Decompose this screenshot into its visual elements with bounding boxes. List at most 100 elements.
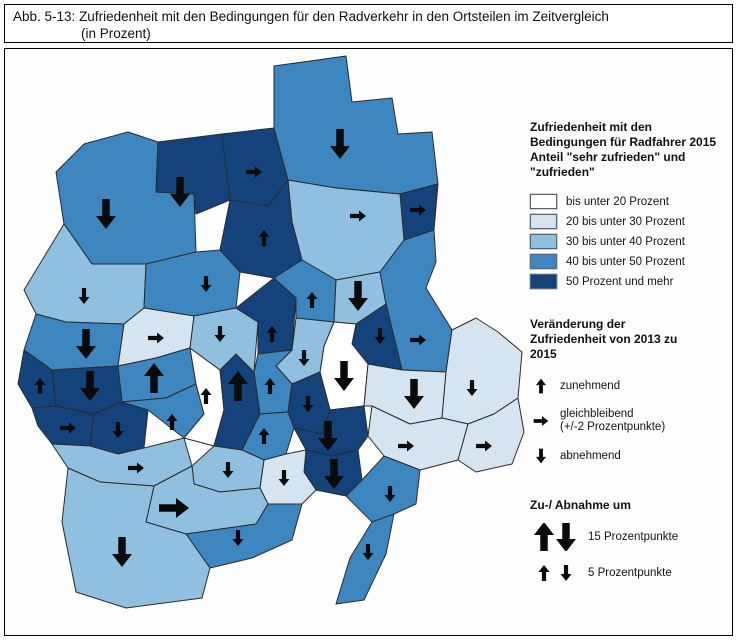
legend-change-title: Veränderung der Zufriedenheit von 2013 zu… — [530, 317, 678, 361]
trend-arrow-right-icon — [533, 415, 549, 427]
legend-change-label: zunehmend — [560, 379, 621, 392]
legend-change-items: zunehmend gleichbleibend (+/-2 Prozentpunk… — [530, 374, 732, 468]
district-shape-s7 — [185, 503, 303, 569]
trend-arrow-down-icon — [374, 328, 386, 344]
arrow-down-icon — [535, 448, 547, 464]
trend-arrow-up-icon — [538, 565, 550, 581]
trend-arrow-right-icon — [128, 462, 144, 474]
legend-magnitude-items: 15 Prozentpunkte 5 Prozentpunkte — [530, 523, 732, 587]
trend-arrow-up-icon — [144, 363, 164, 393]
district-map — [17, 55, 525, 609]
arrow-right-icon — [533, 415, 549, 427]
trend-arrow-down-icon — [112, 537, 132, 567]
trend-arrow-up-icon — [258, 428, 270, 444]
trend-arrow-down-icon — [78, 288, 90, 304]
trend-arrow-up-icon — [264, 378, 276, 394]
legend-magnitude-title: Zu-/ Abnahme um — [530, 498, 631, 512]
trend-arrow-down-icon — [330, 129, 350, 159]
trend-arrow-right-icon — [398, 440, 414, 452]
trend-arrow-down-icon — [334, 361, 354, 391]
trend-arrow-down-icon — [535, 448, 547, 464]
district-shape-s8 — [61, 467, 211, 609]
trend-arrow-down-icon — [222, 462, 234, 478]
legend-magnitude-label: 5 Prozentpunkte — [588, 567, 672, 579]
legend-class-list: bis unter 20 Prozent 20 bis unter 30 Proz… — [530, 194, 732, 289]
legend-change-label: abnehmend — [560, 449, 621, 462]
trend-arrow-up-icon — [228, 371, 248, 401]
trend-arrow-right-icon — [476, 440, 492, 452]
trend-arrow-down-icon — [76, 329, 96, 359]
legend-class-row-4: 50 Prozent und mehr — [530, 274, 732, 289]
legend-class-label: 40 bis unter 50 Prozent — [566, 255, 685, 268]
trend-arrow-right-icon — [148, 332, 164, 344]
trend-arrow-right-icon — [246, 166, 262, 178]
legend-class-label: 30 bis unter 40 Prozent — [566, 235, 685, 248]
district-shape-e4 — [457, 397, 525, 473]
trend-arrow-right-icon — [350, 210, 366, 222]
caption-line-1: Abb. 5-13: Zufriedenheit mit den Bedingu… — [13, 8, 724, 25]
arrow-up-down-pair-icon — [534, 523, 576, 551]
legend-magnitude-label: 15 Prozentpunkte — [588, 531, 679, 543]
trend-arrow-down-icon — [560, 565, 572, 581]
trend-arrow-down-icon — [278, 470, 290, 486]
arrow-up-icon — [535, 378, 547, 394]
trend-arrow-right-icon — [410, 334, 426, 346]
trend-arrow-down-icon — [556, 523, 576, 551]
trend-arrow-down-icon — [170, 177, 190, 207]
legend-class-row-0: bis unter 20 Prozent — [530, 194, 732, 209]
legend-change-block: Veränderung der Zufriedenheit von 2013 zu… — [530, 317, 732, 468]
trend-arrow-down-icon — [214, 326, 226, 342]
trend-arrow-down-icon — [384, 486, 396, 502]
legend-magnitude-row-0: 15 Prozentpunkte — [530, 523, 732, 551]
trend-arrow-down-icon — [324, 459, 344, 489]
legend-class-swatch-icon — [530, 214, 557, 229]
trend-arrow-down-icon — [298, 350, 310, 366]
trend-arrow-down-icon — [348, 281, 368, 311]
trend-arrow-down-icon — [96, 199, 116, 229]
trend-arrow-up-icon — [200, 388, 212, 404]
trend-arrow-up-icon — [34, 378, 46, 394]
trend-arrow-up-icon — [266, 326, 278, 342]
trend-arrow-up-icon — [535, 378, 547, 394]
legend-class-swatch-icon — [530, 254, 557, 269]
trend-arrow-down-icon — [302, 396, 314, 412]
legend-magnitude-row-1: 5 Prozentpunkte — [530, 559, 732, 587]
legend-satisfaction-title: Zufriedenheit mit den Bedingungen für Rad… — [530, 120, 717, 179]
legend-change-row-up: zunehmend — [530, 374, 732, 398]
district-shape-n4 — [273, 55, 439, 195]
legend-class-label: 50 Prozent und mehr — [566, 275, 674, 288]
legend-class-swatch-icon — [530, 234, 557, 249]
legend-magnitude-block: Zu-/ Abnahme um 15 Prozentpunkte 5 Prozen… — [530, 498, 732, 587]
legend-class-row-3: 40 bis unter 50 Prozent — [530, 254, 732, 269]
legend-class-label: bis unter 20 Prozent — [566, 195, 669, 208]
legend-change-row-down: abnehmend — [530, 444, 732, 468]
trend-arrow-up-icon — [166, 414, 178, 430]
arrow-up-down-pair-icon — [538, 565, 572, 581]
trend-arrow-down-icon — [362, 544, 374, 560]
legend-change-row-right: gleichbleibend (+/-2 Prozentpunkte) — [530, 408, 732, 434]
figure-caption: Abb. 5-13: Zufriedenheit mit den Bedingu… — [4, 4, 733, 43]
trend-arrow-down-icon — [200, 276, 212, 292]
district-shape-s4 — [335, 513, 395, 605]
legend-class-swatch-icon — [530, 194, 557, 209]
trend-arrow-right-icon — [60, 422, 76, 434]
trend-arrow-up-icon — [258, 230, 270, 246]
legend-class-swatch-icon — [530, 274, 557, 289]
caption-text: Zufriedenheit mit den Bedingungen für de… — [79, 9, 609, 24]
trend-arrow-up-icon — [534, 523, 554, 551]
caption-line-2: (in Prozent) — [81, 26, 151, 41]
legend-class-row-2: 30 bis unter 40 Prozent — [530, 234, 732, 249]
trend-arrow-down-icon — [232, 530, 244, 546]
trend-arrow-up-icon — [306, 292, 318, 308]
trend-arrow-down-icon — [466, 380, 478, 396]
trend-arrow-down-icon — [404, 379, 424, 409]
legend-class-label: 20 bis unter 30 Prozent — [566, 215, 685, 228]
trend-arrow-right-icon — [159, 498, 189, 518]
trend-arrow-down-icon — [318, 421, 338, 451]
map-legend: Zufriedenheit mit den Bedingungen für Rad… — [530, 120, 732, 595]
caption-label: Abb. 5-13: — [13, 9, 76, 24]
trend-arrow-right-icon — [410, 204, 426, 216]
trend-arrow-down-icon — [80, 371, 100, 401]
legend-change-label: gleichbleibend (+/-2 Prozentpunkte) — [560, 408, 666, 433]
